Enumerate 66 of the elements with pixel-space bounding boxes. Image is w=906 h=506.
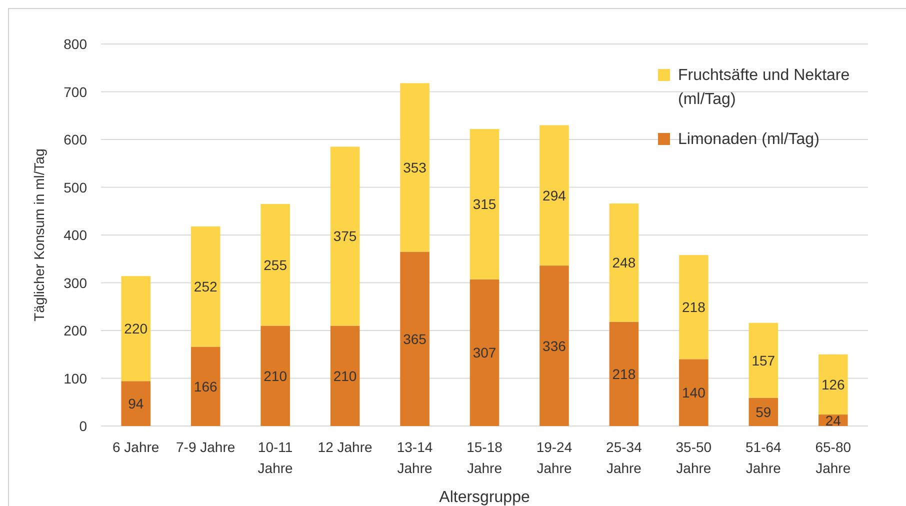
- data-label: 336: [542, 338, 566, 354]
- y-tick-label: 400: [64, 227, 88, 243]
- x-tick-label: 35-50 Jahre: [676, 439, 712, 476]
- data-label: 210: [333, 368, 357, 384]
- bar: [190, 346, 220, 426]
- x-tick-label: 6 Jahre: [112, 439, 160, 455]
- x-tick-label: 7-9 Jahre: [176, 439, 236, 455]
- bar: [470, 279, 500, 426]
- x-tick-label: 65-80 Jahre: [815, 439, 852, 476]
- bar: [679, 255, 708, 360]
- x-tick-label: 25-34 Jahre: [606, 439, 642, 476]
- data-label: 353: [403, 159, 427, 176]
- data-label: 218: [612, 366, 636, 382]
- data-label: 94: [128, 396, 144, 412]
- y-tick-label: 100: [64, 370, 88, 386]
- y-tick-label: 500: [64, 179, 88, 196]
- bar: [330, 326, 360, 426]
- legend-label: Limonaden (ml/Tag): [678, 131, 820, 148]
- x-tick-label: 15-18 Jahre: [466, 439, 503, 476]
- bar: [540, 266, 569, 426]
- y-tick-label: 800: [64, 36, 88, 52]
- y-tick-label: 200: [64, 322, 88, 338]
- y-tick-label: 600: [64, 132, 88, 148]
- bar: [748, 322, 778, 398]
- data-label: 157: [752, 352, 776, 368]
- y-tick-label: 700: [64, 84, 88, 100]
- data-label: 307: [472, 344, 496, 361]
- x-tick-label: 13-14 Jahre: [396, 439, 433, 476]
- data-label: 294: [542, 187, 566, 204]
- bar: [260, 326, 290, 426]
- bar: [679, 359, 708, 426]
- data-label: 210: [264, 368, 288, 384]
- data-label: 220: [124, 320, 148, 337]
- bar: [260, 204, 290, 326]
- bar: [400, 83, 430, 252]
- bar: [190, 226, 220, 347]
- bar: [400, 252, 430, 426]
- data-label: 218: [682, 299, 706, 316]
- bar: [121, 276, 151, 382]
- y-axis-title: Täglicher Konsum in ml/Tag: [31, 148, 47, 322]
- x-tick-label: 51-64 Jahre: [746, 439, 782, 476]
- data-label: 126: [821, 376, 846, 392]
- data-label: 248: [612, 254, 636, 271]
- bar: [470, 128, 500, 280]
- data-label: 255: [264, 256, 288, 273]
- bar: [609, 322, 639, 426]
- data-label: 375: [333, 228, 357, 244]
- data-label: 365: [403, 330, 427, 347]
- x-axis-title: Altersgruppe: [439, 489, 530, 506]
- bar: [330, 146, 360, 326]
- x-tick-label: 19-24 Jahre: [536, 439, 572, 476]
- x-tick-label: 12 Jahre: [318, 439, 372, 455]
- data-label: 59: [756, 404, 772, 420]
- y-tick-label: 300: [64, 274, 88, 291]
- data-label: 166: [194, 378, 218, 394]
- bar: [818, 354, 848, 415]
- y-tick-label: 0: [79, 418, 88, 434]
- legend-label: Fruchtsäfte und Nektare (ml/Tag): [678, 67, 850, 108]
- data-label: 252: [194, 278, 218, 295]
- x-tick-label: 10-11 Jahre: [258, 439, 294, 476]
- bar: [609, 203, 639, 322]
- data-label: 24: [825, 412, 842, 428]
- data-label: 140: [682, 384, 706, 401]
- data-label: 315: [472, 196, 496, 212]
- bar: [121, 381, 151, 426]
- bar: [540, 125, 569, 266]
